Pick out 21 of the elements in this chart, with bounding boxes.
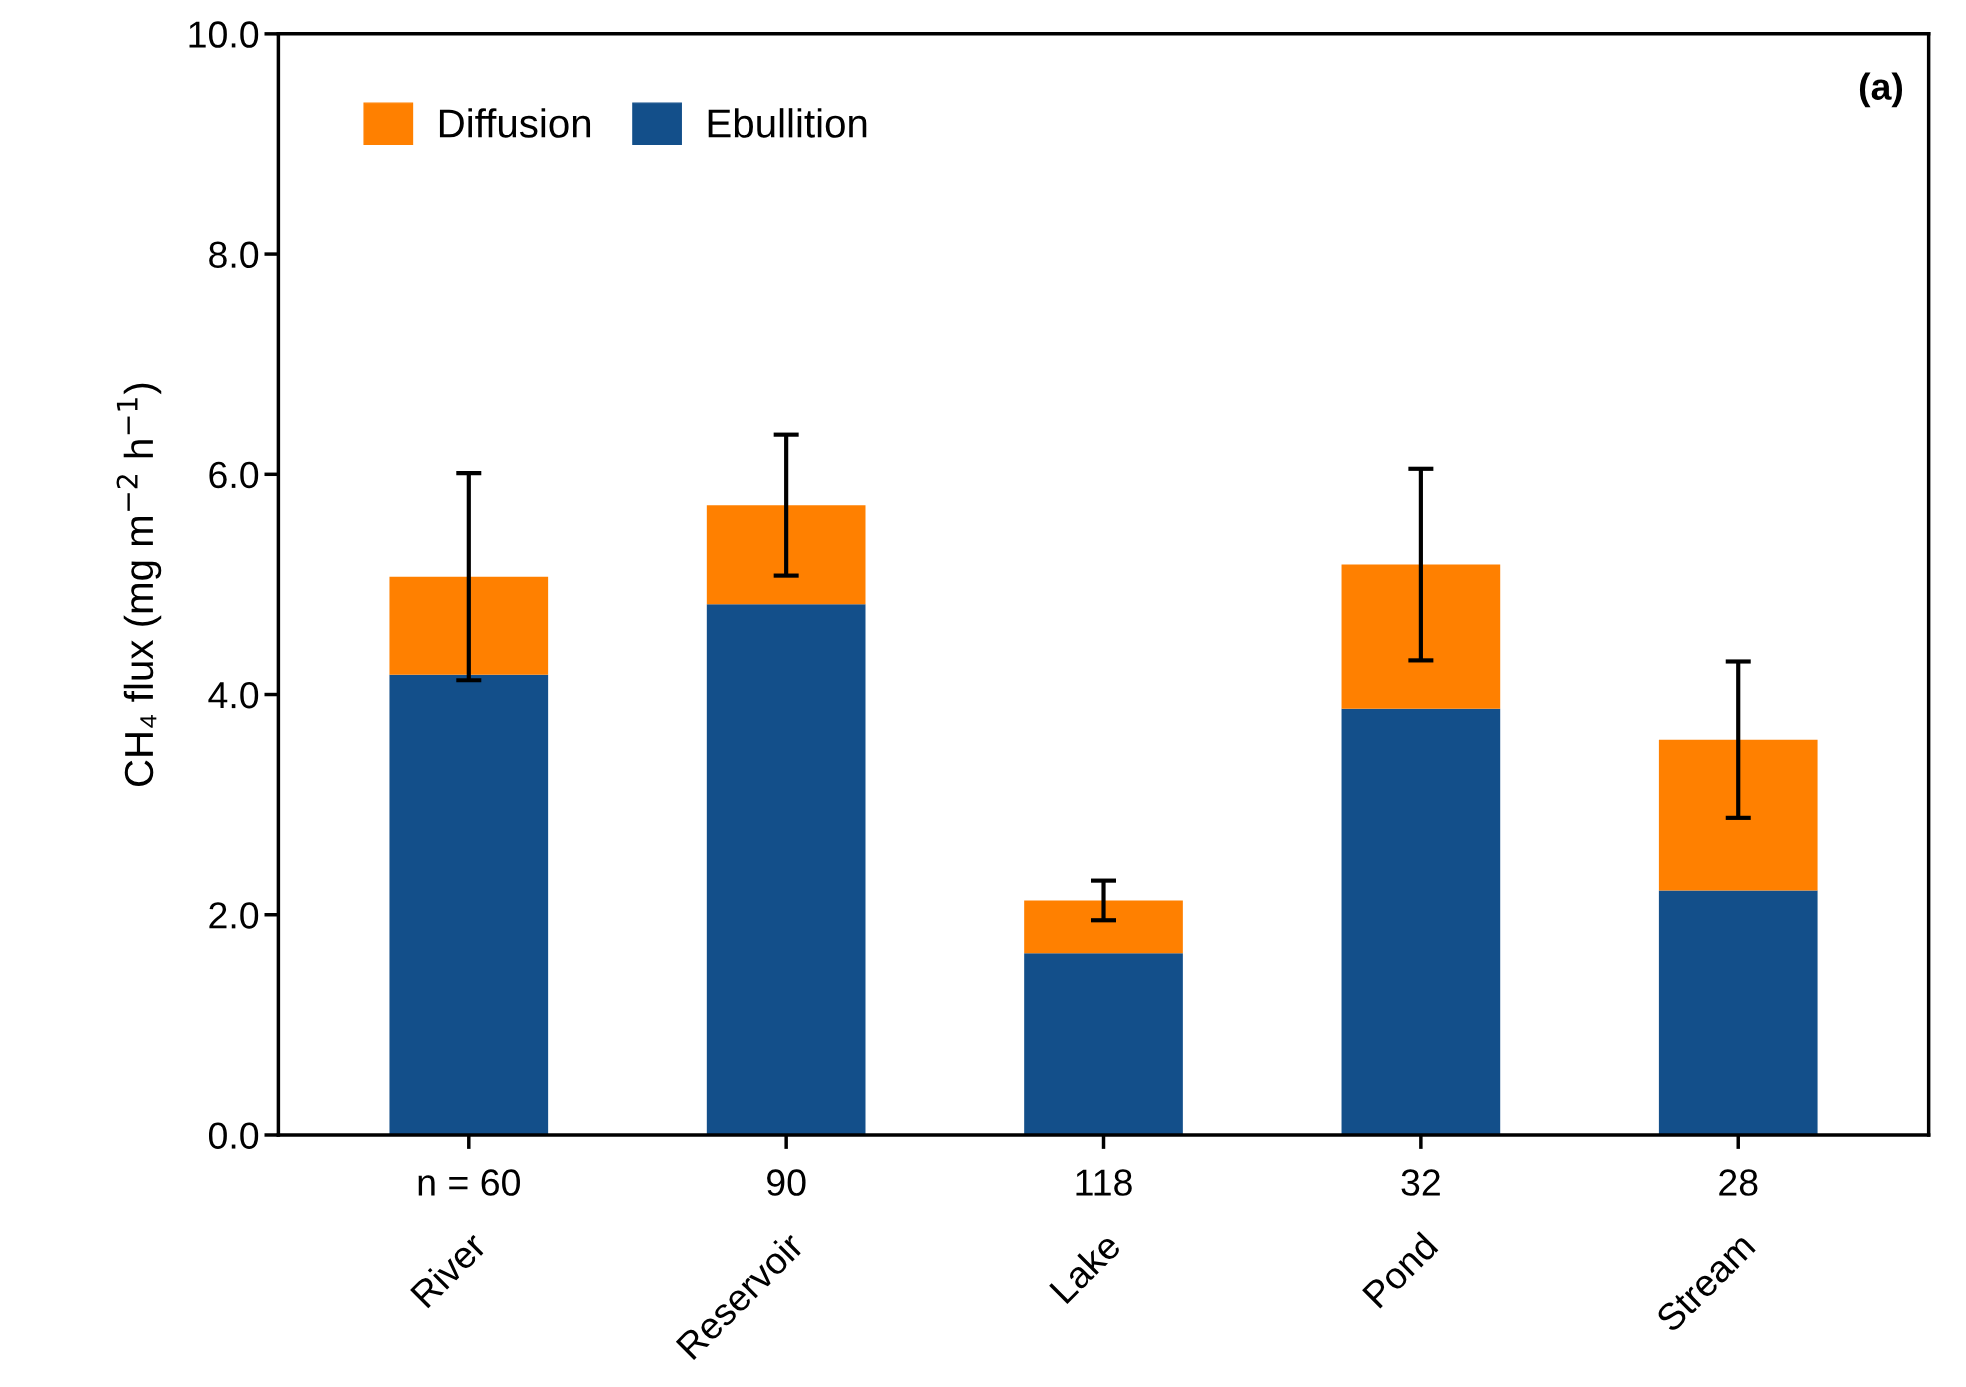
legend-label: Diffusion <box>439 108 591 138</box>
y-tick-label: 8.0 <box>209 241 259 269</box>
bar <box>1341 708 1501 1135</box>
bar <box>1024 900 1183 954</box>
text: 32 <box>1401 1169 1440 1196</box>
y-tick-label: 10.0 <box>189 21 259 48</box>
text: 118 <box>1076 1169 1132 1196</box>
y-axis-title: CH₄ flux (mg m$^{−2}$ h$^{−1}$) <box>116 383 162 786</box>
bar <box>389 674 549 1135</box>
text: 28 <box>1719 1169 1758 1196</box>
text: 90 <box>767 1169 806 1196</box>
legend-label: Ebullition <box>708 108 867 138</box>
y-tick-label: 6.0 <box>209 461 259 489</box>
text: n = 60 <box>418 1169 520 1196</box>
y-tick-label: 4.0 <box>208 681 259 709</box>
bar <box>1658 890 1818 1135</box>
bar <box>1024 953 1183 1135</box>
annotation: (a) <box>1859 72 1903 108</box>
y-tick-label: 0.0 <box>208 1122 259 1149</box>
y-tick-label: 2.0 <box>209 902 259 929</box>
bar <box>706 604 866 1135</box>
